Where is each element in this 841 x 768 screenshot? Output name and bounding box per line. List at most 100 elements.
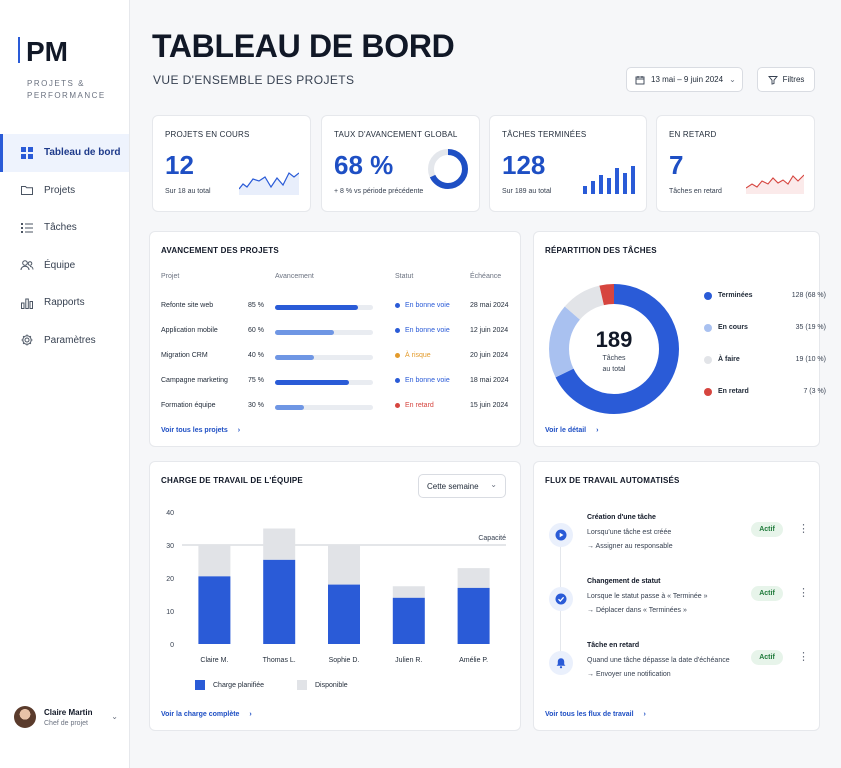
project-due-date: 28 mai 2024 (470, 302, 509, 309)
column-header-status: Statut (395, 273, 414, 280)
legend-item: En cours 35 (19 %) (704, 323, 826, 335)
date-range-picker[interactable]: 13 mai – 9 juin 2024 ⌄ (626, 67, 743, 92)
legend-item-available: Disponible (297, 680, 348, 690)
more-options-icon[interactable]: ⋮ (798, 587, 809, 599)
sidebar-item-tasks[interactable]: Tâches (0, 209, 129, 247)
legend-label: En retard (718, 388, 749, 395)
progress-bar (275, 355, 373, 360)
column-header-due: Échéance (470, 273, 502, 280)
project-status: À risque (395, 352, 431, 359)
bar-available-1 (263, 528, 296, 560)
workflow-title: Changement de statut (587, 578, 661, 585)
sidebar-item-team[interactable]: Équipe (0, 247, 129, 285)
team-icon (20, 258, 34, 272)
view-all-workflows-link[interactable]: Voir tous les flux de travail › (545, 711, 646, 718)
sidebar-item-dashboard[interactable]: Tableau de bord (0, 134, 129, 172)
column-header-progress: Avancement (275, 273, 314, 280)
y-tick-label: 0 (170, 642, 174, 649)
project-due-date: 20 juin 2024 (470, 352, 509, 359)
project-due-date: 15 juin 2024 (470, 402, 509, 409)
filters-button[interactable]: Filtres (757, 67, 815, 92)
donut-caption-2: au total (602, 366, 626, 373)
calendar-icon (635, 75, 645, 85)
progress-ring (428, 149, 468, 189)
status-label: En bonne voie (405, 302, 450, 309)
sidebar-item-projects[interactable]: Projets (0, 172, 129, 210)
kpi-card-late: EN RETARD 7 Tâches en retard (656, 115, 815, 212)
sidebar-item-settings[interactable]: Paramètres (0, 322, 129, 360)
project-percent: 40 % (248, 352, 264, 359)
workflow-title: Tâche en retard (587, 642, 640, 649)
workflow-item[interactable]: Création d'une tâche Lorsqu'une tâche es… (534, 514, 824, 566)
project-status: En retard (395, 402, 434, 409)
user-menu[interactable]: Claire Martin Chef de projet ⌄ (14, 706, 124, 728)
kpi-subtext: + 8 % vs période précédente (334, 188, 424, 195)
more-options-icon[interactable]: ⋮ (798, 523, 809, 535)
workflow-item[interactable]: Changement de statut Lorsque le statut p… (534, 578, 824, 630)
status-dot (395, 352, 400, 358)
chevron-down-icon[interactable]: ⌄ (111, 712, 118, 721)
legend-value: 19 (10 %) (795, 356, 826, 363)
y-tick-label: 30 (166, 543, 174, 550)
page-title: TABLEAU DE BORD (152, 28, 455, 64)
kpi-card-active-projects: PROJETS EN COURS 12 Sur 18 au total (152, 115, 311, 212)
progress-bar (275, 405, 373, 410)
project-status: En bonne voie (395, 377, 450, 384)
chevron-right-icon: › (249, 711, 252, 718)
donut-caption-1: Tâches (602, 355, 626, 362)
table-row[interactable]: Application mobile 60 % En bonne voie 12 ju… (150, 327, 520, 341)
legend-swatch (297, 680, 307, 690)
donut-slice-1 (549, 284, 679, 414)
status-dot (395, 327, 400, 333)
status-dot (395, 377, 400, 383)
sidebar-item-reports[interactable]: Rapports (0, 284, 129, 322)
legend-label: Disponible (315, 681, 348, 689)
kpi-value: 128 (502, 150, 546, 180)
project-status: En bonne voie (395, 327, 450, 334)
avatar (14, 706, 36, 728)
project-name: Formation équipe (161, 402, 216, 409)
checklist-icon (20, 221, 34, 235)
table-row[interactable]: Refonte site web 85 % En bonne voie 28 mai … (150, 302, 520, 316)
project-percent: 85 % (248, 302, 264, 309)
logo-tagline: PROJETS & PERFORMANCE (27, 79, 106, 100)
project-percent: 30 % (248, 402, 264, 409)
donut-chart (549, 284, 679, 414)
legend-item: Terminées 128 (68 %) (704, 291, 826, 303)
x-tick-label: Amélie P. (459, 657, 488, 664)
section-title: RÉPARTITION DES TÂCHES (545, 246, 657, 255)
table-row[interactable]: Migration CRM 40 % À risque 20 juin 2024 (150, 352, 520, 366)
date-range-label: 13 mai – 9 juin 2024 (651, 75, 724, 84)
chevron-right-icon: › (596, 427, 599, 434)
kpi-card-completed-tasks: TÂCHES TERMINÉES 128 Sur 189 au total (489, 115, 647, 212)
progress-bar-fill (275, 355, 315, 360)
table-row[interactable]: Campagne marketing 75 % En bonne voie 18 ma… (150, 377, 520, 391)
view-detail-link[interactable]: Voir le détail › (545, 427, 598, 434)
section-title: CHARGE DE TRAVAIL DE L'ÉQUIPE (161, 476, 303, 485)
progress-bar-fill (275, 380, 349, 385)
page-subtitle: VUE D'ENSEMBLE DES PROJETS (153, 73, 355, 87)
bar-planned-0 (198, 576, 231, 644)
project-due-date: 18 mai 2024 (470, 377, 509, 384)
more-options-icon[interactable]: ⋮ (798, 651, 809, 663)
bar-planned-2 (328, 584, 360, 644)
view-all-projects-link[interactable]: Voir tous les projets › (161, 427, 240, 434)
workflow-trigger: Quand une tâche dépasse la date d'échéan… (587, 657, 730, 664)
view-full-workload-link[interactable]: Voir la charge complète › (161, 711, 252, 718)
workflow-item[interactable]: Tâche en retard Quand une tâche dépasse … (534, 642, 824, 694)
gear-icon (20, 333, 34, 347)
kpi-label: EN RETARD (669, 130, 717, 139)
user-role: Chef de projet (44, 719, 88, 727)
sidebar-item-label: Tâches (44, 222, 77, 234)
progress-ring-fill (428, 149, 468, 189)
chevron-right-icon: › (643, 711, 646, 718)
progress-bar (275, 330, 373, 335)
link-label: Voir tous les flux de travail (545, 711, 634, 718)
table-row[interactable]: Formation équipe 30 % En retard 15 juin 202… (150, 402, 520, 416)
status-badge: Actif (751, 650, 783, 665)
project-name: Application mobile (161, 327, 218, 334)
status-badge: Actif (751, 522, 783, 537)
y-tick-label: 20 (166, 576, 174, 583)
period-select[interactable]: Cette semaine ⌄ (418, 474, 506, 498)
legend-swatch (704, 356, 712, 364)
